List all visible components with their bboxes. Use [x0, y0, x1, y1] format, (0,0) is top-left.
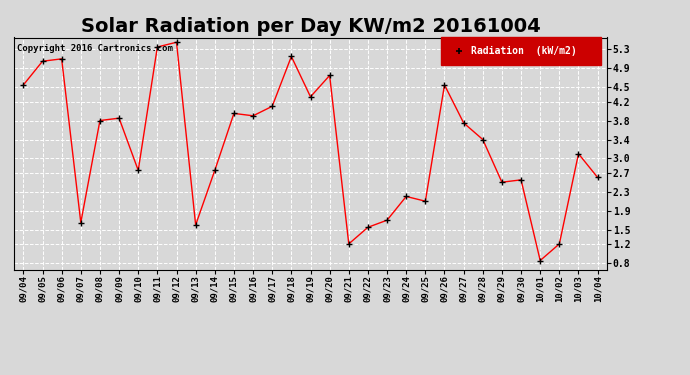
Title: Solar Radiation per Day KW/m2 20161004: Solar Radiation per Day KW/m2 20161004: [81, 17, 540, 36]
Text: Copyright 2016 Cartronics.com: Copyright 2016 Cartronics.com: [17, 45, 172, 54]
Text: Radiation  (kW/m2): Radiation (kW/m2): [471, 46, 576, 57]
Bar: [441, 38, 601, 65]
